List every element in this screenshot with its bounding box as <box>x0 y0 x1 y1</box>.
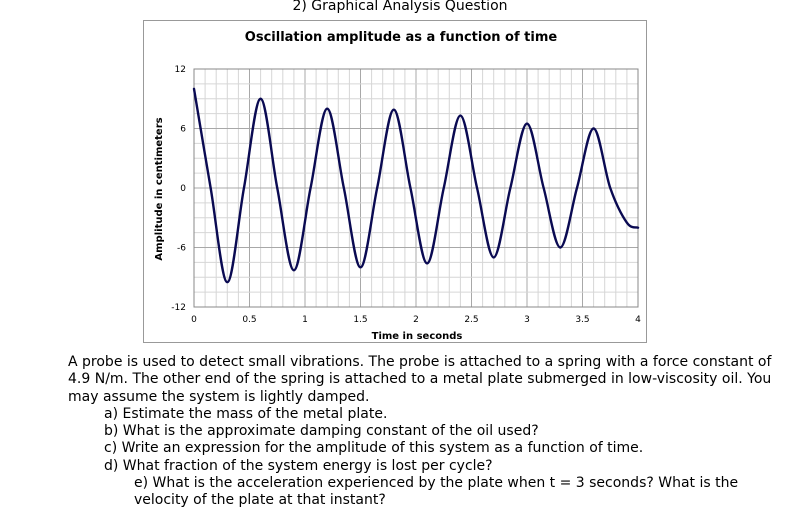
question-b: b) What is the approximate damping const… <box>104 423 539 440</box>
x-tick-label: 2 <box>413 315 419 325</box>
x-tick-label: 3 <box>524 315 530 325</box>
x-tick-label: 3.5 <box>575 315 589 325</box>
y-tick-label: 0 <box>180 184 186 194</box>
x-tick-label: 1.5 <box>353 315 367 325</box>
y-tick-label: -6 <box>177 244 186 254</box>
problem-statement: A probe is used to detect small vibratio… <box>68 354 788 510</box>
x-tick-label: 2.5 <box>464 315 478 325</box>
x-tick-label: 1 <box>302 315 308 325</box>
y-tick-label: 6 <box>180 125 186 135</box>
plot-border <box>193 68 639 308</box>
x-tick-label: 0.5 <box>242 315 256 325</box>
question-e: e) What is the acceleration experienced … <box>134 475 739 509</box>
problem-intro: A probe is used to detect small vibratio… <box>68 354 772 405</box>
y-tick-label: 12 <box>175 65 186 75</box>
y-axis-label: Amplitude in centimeters <box>154 117 165 260</box>
amplitude-series-line <box>192 87 640 284</box>
chart-frame: Oscillation amplitude as a function of t… <box>143 20 647 343</box>
chart-title: Oscillation amplitude as a function of t… <box>245 30 558 45</box>
question-heading: 2) Graphical Analysis Question <box>292 0 508 14</box>
question-list: a) Estimate the mass of the metal plate.… <box>68 406 788 510</box>
question-d: d) What fraction of the system energy is… <box>104 457 493 474</box>
chart-grid <box>193 68 639 308</box>
chart-ticks: 0 0.5 1 1.5 2 2.5 3 3.5 4 12 6 0 -6 -12 <box>171 65 641 325</box>
question-a: a) Estimate the mass of the metal plate. <box>104 405 388 422</box>
oscillation-chart: Oscillation amplitude as a function of t… <box>154 30 641 342</box>
question-c: c) Write an expression for the amplitude… <box>104 440 644 457</box>
x-tick-label: 4 <box>635 315 641 325</box>
x-axis-label: Time in seconds <box>372 331 463 342</box>
y-tick-label: -12 <box>171 303 186 313</box>
x-tick-label: 0 <box>191 315 197 325</box>
